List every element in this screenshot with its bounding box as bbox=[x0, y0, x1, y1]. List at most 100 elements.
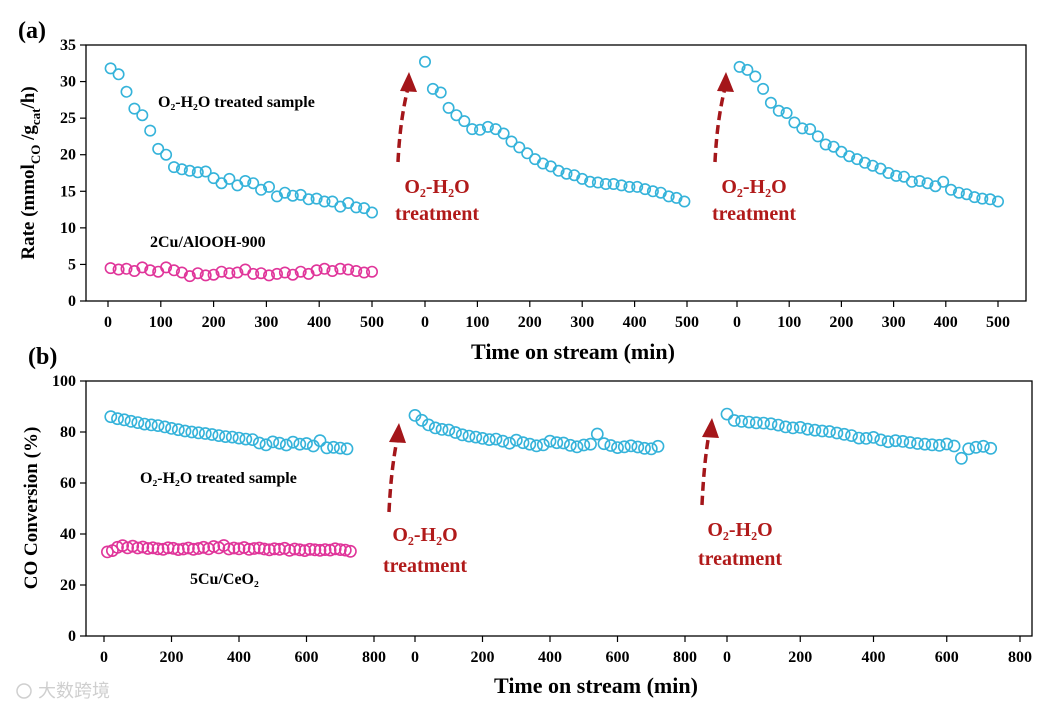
a-y-tick-label-15: 15 bbox=[60, 183, 76, 200]
a-x-tick-label-s2-200: 200 bbox=[829, 314, 853, 331]
b-point-series2-29 bbox=[604, 439, 618, 452]
b-point-series1-0 bbox=[101, 545, 114, 559]
b-x-tick-label-s0-600: 600 bbox=[295, 649, 319, 666]
a-point-series1-15 bbox=[223, 267, 236, 280]
a-point-series1-8 bbox=[168, 264, 181, 277]
b-point-series2-12 bbox=[489, 432, 503, 446]
panel-b-treatment-2-line1: O₂-H₂O bbox=[707, 519, 772, 541]
a-x-tick-label-s1-0: 0 bbox=[421, 314, 429, 331]
b-point-series3-34 bbox=[969, 440, 983, 454]
a-point-series1-5 bbox=[144, 264, 157, 277]
b-point-series0-28 bbox=[293, 437, 307, 451]
b-point-series0-18 bbox=[225, 430, 239, 444]
b-x-tick-label-s1-400: 400 bbox=[538, 649, 562, 666]
a-point-series3-6 bbox=[780, 107, 793, 120]
b-point-series3-5 bbox=[757, 416, 770, 430]
a-y-tick-label-35: 35 bbox=[60, 37, 76, 54]
a-point-series2-11 bbox=[505, 135, 518, 148]
b-y-tick-label-40: 40 bbox=[60, 526, 76, 543]
b-point-series2-25 bbox=[577, 438, 591, 452]
a-point-series2-23 bbox=[599, 178, 612, 191]
b-point-series3-14 bbox=[823, 425, 836, 438]
a-y-tick-label-30: 30 bbox=[60, 74, 76, 91]
b-point-series2-33 bbox=[631, 440, 645, 454]
a-point-series2-5 bbox=[458, 115, 471, 128]
a-x-tick-label-s0-300: 300 bbox=[254, 314, 278, 331]
a-point-series2-8 bbox=[481, 120, 494, 133]
b-x-tick-label-s2-800: 800 bbox=[1008, 649, 1032, 666]
b-point-series3-24 bbox=[896, 434, 910, 448]
panel-b-conversion-chart: (b) 0 20 40 60 80 100 0 200 400 600 800 0 200 400 600… bbox=[21, 344, 1033, 698]
b-x-tick-label-s0-0: 0 bbox=[100, 649, 108, 666]
b-point-series2-7 bbox=[455, 428, 469, 442]
a-point-series2-13 bbox=[521, 147, 534, 160]
a-point-series0-10 bbox=[183, 164, 196, 177]
b-point-series3-1 bbox=[727, 414, 741, 427]
a-point-series1-12 bbox=[199, 269, 212, 282]
a-x-tick-label-s1-300: 300 bbox=[570, 314, 594, 331]
a-point-series0-8 bbox=[168, 161, 181, 174]
b-point-series2-30 bbox=[611, 441, 624, 454]
a-point-series3-24 bbox=[921, 177, 934, 190]
b-point-series2-3 bbox=[428, 421, 442, 435]
b-point-series2-2 bbox=[422, 418, 435, 432]
b-point-series0-16 bbox=[212, 429, 226, 442]
a-point-series0-23 bbox=[286, 189, 299, 202]
b-point-series1-32 bbox=[262, 543, 276, 557]
b-point-series3-10 bbox=[793, 420, 807, 434]
b-point-series0-17 bbox=[219, 430, 232, 443]
a-point-series0-18 bbox=[247, 177, 260, 190]
b-point-series3-18 bbox=[852, 431, 866, 445]
a-point-series2-24 bbox=[607, 178, 620, 191]
a-point-series0-15 bbox=[223, 172, 236, 185]
b-point-series0-12 bbox=[185, 425, 199, 439]
a-point-series1-33 bbox=[365, 265, 378, 278]
b-point-series2-31 bbox=[617, 440, 631, 454]
a-point-series3-1 bbox=[741, 63, 754, 76]
a-point-series3-11 bbox=[819, 138, 832, 151]
a-point-series0-32 bbox=[358, 202, 371, 215]
a-point-series3-22 bbox=[905, 175, 918, 188]
a-point-series0-19 bbox=[255, 183, 268, 196]
a-x-tick-label-s2-0: 0 bbox=[733, 314, 741, 331]
b-point-series2-28 bbox=[597, 437, 611, 451]
b-point-series1-25 bbox=[227, 541, 241, 555]
b-point-series3-31 bbox=[947, 439, 961, 453]
b-point-series1-6 bbox=[131, 541, 145, 555]
a-x-tick-label-s2-400: 400 bbox=[934, 314, 958, 331]
panel-a-rate-chart: (a) 0 5 10 15 20 25 30 35 0 100 200 300 400 500 0 100 2… bbox=[18, 18, 1027, 364]
a-point-series0-14 bbox=[215, 177, 228, 190]
b-point-series0-19 bbox=[232, 431, 246, 445]
b-point-series2-35 bbox=[644, 442, 658, 456]
a-y-tick-label-0: 0 bbox=[68, 293, 76, 310]
a-point-series0-16 bbox=[231, 179, 244, 192]
b-point-series0-1 bbox=[111, 412, 124, 426]
b-point-series1-39 bbox=[298, 544, 312, 557]
a-x-tick-label-s2-500: 500 bbox=[986, 314, 1010, 331]
b-point-series3-7 bbox=[771, 418, 785, 432]
a-x-tick-label-s1-100: 100 bbox=[465, 314, 489, 331]
a-point-series2-33 bbox=[678, 195, 691, 208]
a-point-series3-28 bbox=[952, 186, 965, 199]
b-point-series0-29 bbox=[300, 437, 313, 450]
a-point-series0-24 bbox=[294, 188, 307, 201]
a-point-series0-5 bbox=[144, 124, 157, 137]
b-point-series1-15 bbox=[176, 542, 190, 556]
a-x-tick-label-s1-500: 500 bbox=[675, 314, 699, 331]
b-point-series1-28 bbox=[242, 542, 256, 556]
b-point-series3-25 bbox=[903, 436, 917, 449]
b-point-series1-46 bbox=[333, 543, 347, 556]
b-point-series2-14 bbox=[503, 436, 516, 450]
panel-a-label-treated-sample: O₂-H₂O treated sample bbox=[158, 94, 315, 111]
panel-a-data-points bbox=[104, 55, 1004, 283]
panel-b-frame bbox=[85, 380, 1033, 637]
a-point-series2-20 bbox=[576, 172, 589, 185]
a-point-series0-1 bbox=[112, 68, 125, 81]
b-point-series1-2 bbox=[111, 540, 124, 554]
b-point-series3-4 bbox=[749, 416, 763, 430]
b-point-series3-29 bbox=[933, 438, 946, 452]
b-point-series3-36 bbox=[984, 441, 998, 455]
a-point-series1-4 bbox=[136, 261, 149, 274]
b-point-series2-8 bbox=[462, 429, 476, 443]
a-point-series1-19 bbox=[255, 267, 268, 280]
